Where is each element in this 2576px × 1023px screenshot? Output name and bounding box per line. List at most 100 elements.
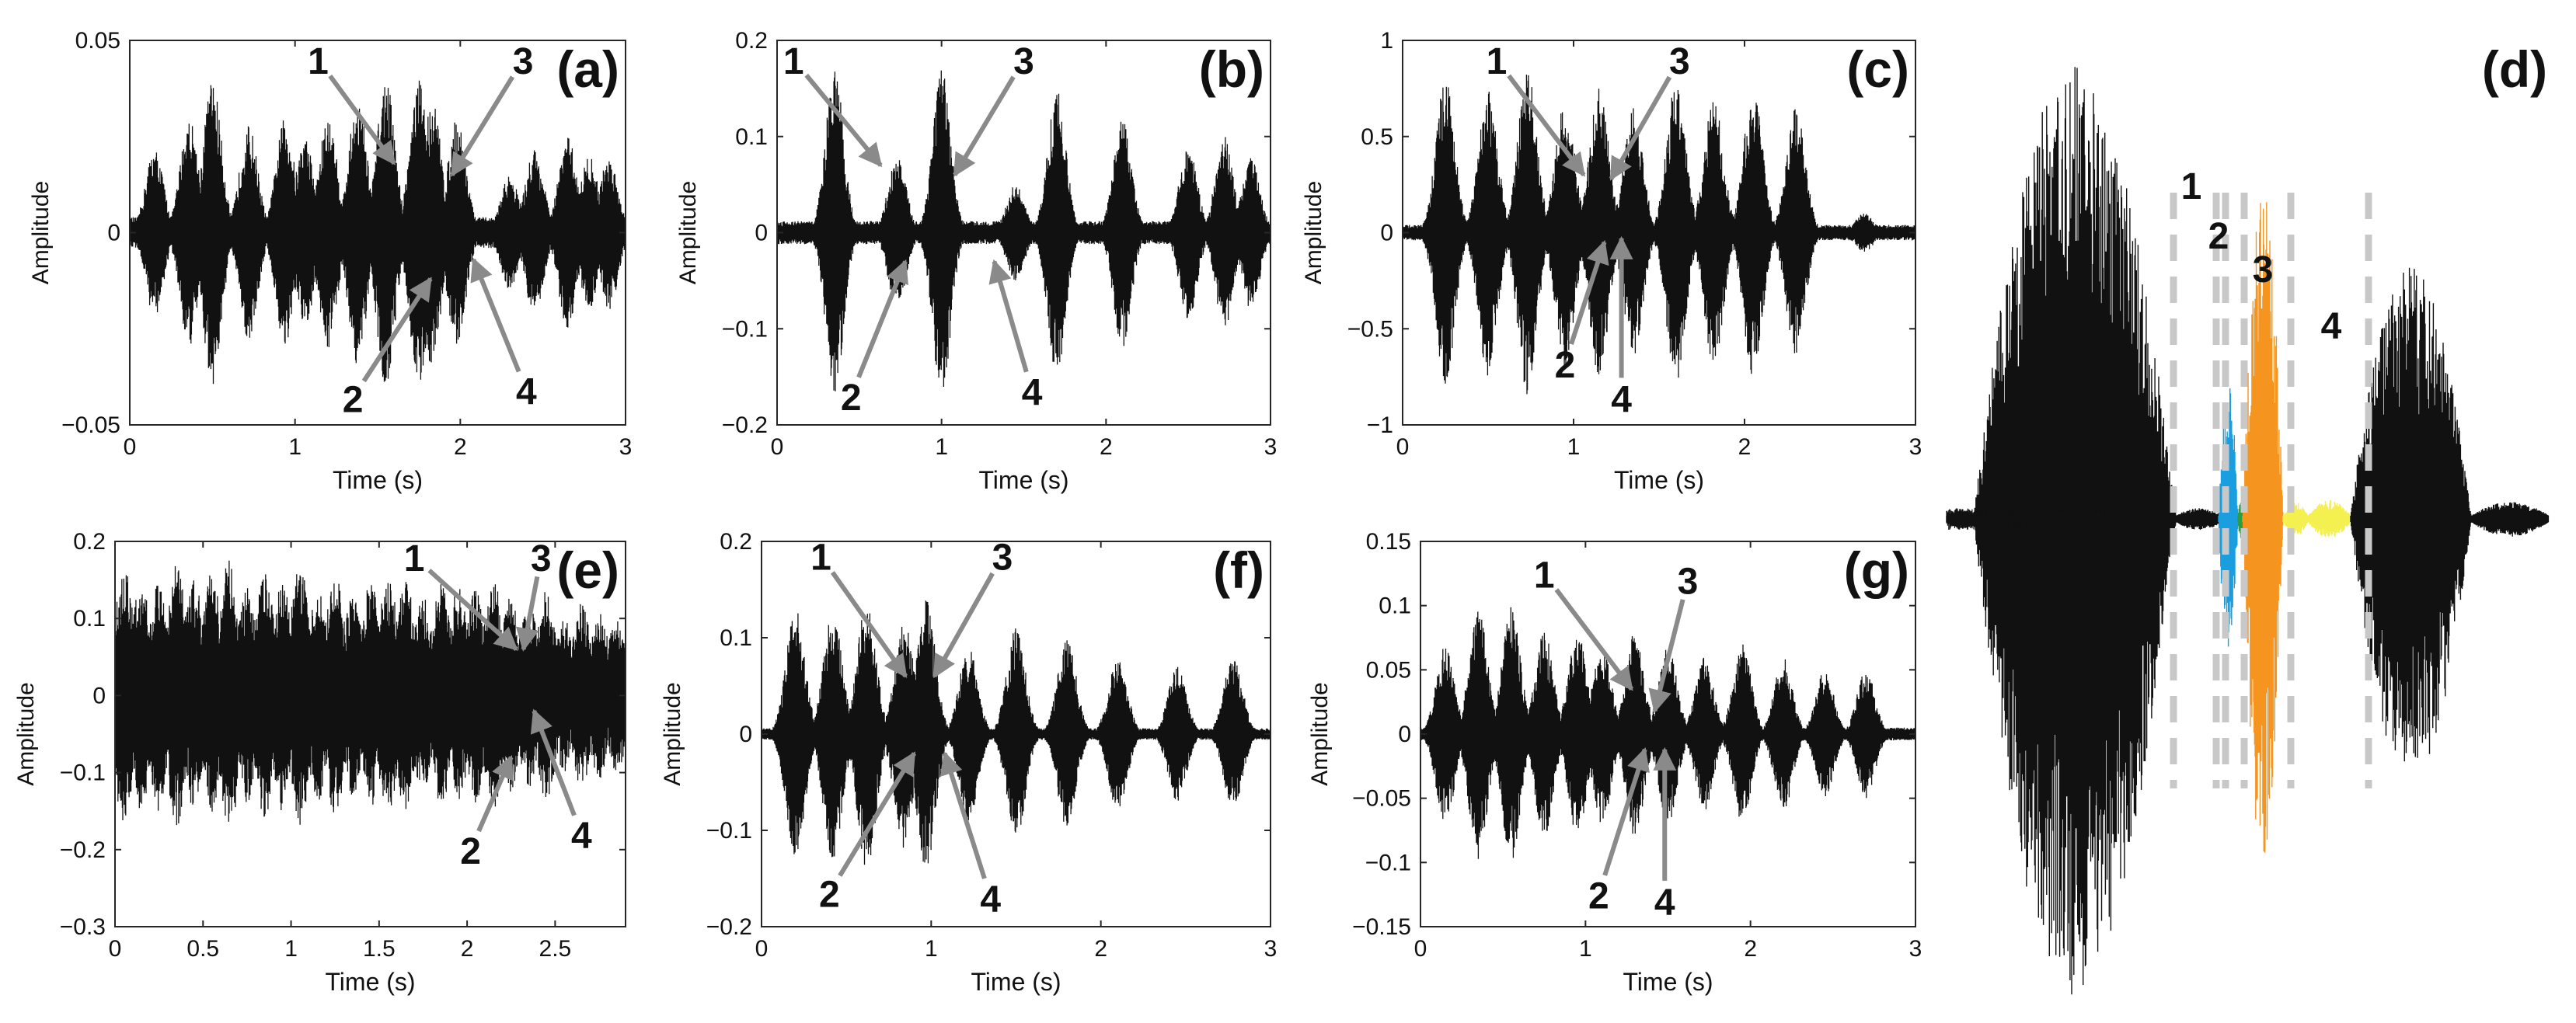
annotation-label: 3 [531,538,552,579]
y-tick-label: −0.1 [722,316,768,342]
x-axis-label: Time (s) [333,466,423,494]
annotation-label: 3 [1013,41,1034,82]
x-tick-label: 2 [454,434,467,460]
x-tick-label: 3 [1909,434,1922,460]
annotation-arrow [427,569,518,652]
y-tick-label: 0 [755,221,768,246]
x-tick-label: 0 [771,434,784,460]
y-axis-label: Amplitude [28,181,54,284]
y-tick-label: −0.2 [60,837,106,863]
axes-frame [114,541,626,927]
panel-d: 123 4 (d) [1946,40,2550,995]
y-tick-label: 0.1 [73,606,106,632]
annotation-label: 1 [810,538,831,579]
panel-label: (c) [1846,40,1909,98]
y-tick-label: 0.2 [73,529,106,555]
y-tick-label: −0.1 [1365,850,1411,875]
annotation-arrow [1507,74,1586,177]
annotation-label: 1 [308,41,329,82]
segment-label: 4 [2321,306,2342,347]
annotation-arrow [1554,588,1634,691]
annotation-label: 2 [343,379,364,420]
y-tick-label: 0 [1380,221,1393,246]
x-tick-label: 0.5 [186,936,219,962]
y-axis-label: Amplitude [1301,181,1326,284]
x-tick-label: 1 [284,936,298,962]
y-tick-label: −0.15 [1352,914,1411,940]
x-tick-label: 2 [461,936,474,962]
annotation-label: 2 [460,831,481,872]
y-tick-label: 0.5 [1361,124,1393,150]
annotation-label: 3 [513,41,534,82]
y-tick-label: 0.1 [735,124,768,150]
annotation-label: 4 [571,816,592,857]
y-tick-label: −0.2 [722,412,768,438]
panel-label: (g) [1844,541,1909,599]
waveform-trace [129,80,626,384]
annotation-arrow [939,750,987,879]
panel-g: 0 1 2 3 −0.15 −0.1 −0.05 0 0.05 0.1 0.15 Time (s) Am… [1307,529,1922,996]
y-tick-label: −0.2 [706,914,752,940]
annotation-label: 1 [1487,41,1508,82]
annotation-label: 2 [841,378,862,419]
annotation-arrow [476,755,514,833]
waveform-trace [776,70,1271,391]
segment-4-burst [2282,503,2309,535]
y-tick-label: −0.05 [61,412,120,438]
y-tick-label: 0.05 [75,28,120,54]
panel-label: (e) [556,541,619,599]
waveform-trace [114,560,626,826]
x-tick-label: 1 [1567,434,1581,460]
x-tick-label: 2 [1100,434,1113,460]
waveform-trace [1420,607,1915,859]
annotation-arrow [1609,75,1672,181]
y-axis-label: Amplitude [675,181,701,284]
y-axis-label: Amplitude [13,682,39,785]
panel-f: 0 1 2 3 −0.2 −0.1 0 0.1 0.2 Time (s) Amplitude (f) 1… [660,529,1277,996]
x-axis-label: Time (s) [1623,968,1713,996]
annotation-label: 4 [980,879,1001,920]
annotation-arrow [450,75,515,177]
y-tick-label: 0 [739,722,752,747]
x-tick-label: 1 [935,434,948,460]
annotation-label: 3 [1678,562,1699,603]
y-tick-label: −0.5 [1347,316,1393,342]
annotation-arrow [838,751,917,877]
annotation-arrow [932,572,995,679]
y-tick-label: −0.3 [60,914,106,940]
segment-label: 1 [2181,166,2202,207]
x-axis-label: Time (s) [325,968,415,996]
waveform-burst-left [1973,67,2177,995]
annotation-label: 4 [516,371,537,412]
y-tick-label: −0.1 [706,818,752,844]
baseline-noise [1946,508,2177,530]
annotation-label: 4 [1654,882,1675,924]
x-axis-label: Time (s) [1614,466,1704,494]
y-tick-label: −0.1 [60,760,106,786]
y-tick-label: 0 [1398,722,1411,747]
annotation-arrow [856,259,908,378]
panel-label: (b) [1199,40,1264,98]
annotation-arrow [830,571,908,679]
x-tick-label: 1 [1579,936,1592,962]
annotation-arrow [328,74,396,165]
annotation-arrow [988,259,1029,373]
panel-label: (a) [556,40,619,98]
annotation-arrow [1569,240,1609,345]
x-tick-label: 3 [619,434,633,460]
waveform-trace [1402,75,1916,395]
segment-4-burst-b [2307,500,2351,538]
y-tick-label: 0 [92,683,106,708]
annotation-label: 4 [1022,373,1043,414]
y-tick-label: −1 [1367,412,1393,438]
y-tick-label: 1 [1380,28,1393,54]
segment-label: 2 [2208,216,2229,257]
x-axis-label: Time (s) [971,968,1061,996]
x-tick-label: 0 [755,936,769,962]
annotation-label: 2 [819,875,840,916]
segment-label: 3 [2253,249,2274,291]
annotation-arrow [953,75,1016,177]
